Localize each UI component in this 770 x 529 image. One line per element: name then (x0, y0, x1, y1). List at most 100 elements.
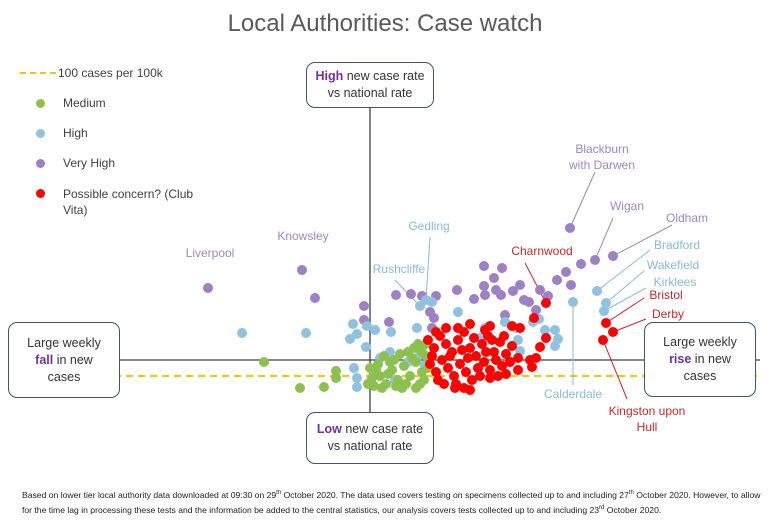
data-point-high (361, 342, 371, 352)
annotation-label: Oldham (666, 211, 708, 225)
legend-label: 100 cases per 100k (58, 66, 163, 80)
text: vs national rate (327, 439, 413, 453)
text: Large weekly (27, 335, 101, 350)
footnote-text: October 2020. However, to allow for the … (22, 489, 761, 515)
annotation-leader-line (594, 217, 614, 261)
data-point-concern (445, 351, 455, 361)
data-point-high (421, 295, 431, 305)
data-point-concern (429, 343, 439, 353)
annotation-leader-line (569, 171, 596, 229)
data-point-high (550, 325, 560, 335)
data-point-concern (475, 371, 485, 381)
chart-title: Local Authorities: Case watch (227, 10, 543, 37)
quadrant-label-left: Large weekly fall in new cases (8, 322, 120, 398)
data-point-high (370, 325, 380, 335)
data-point-concern (601, 318, 611, 328)
annotation-leader-line (612, 224, 673, 257)
data-point-concern (471, 351, 481, 361)
data-point-medium (377, 383, 387, 393)
legend-item-high: High (20, 118, 213, 148)
legend-label: Medium (63, 96, 106, 110)
data-point-concern (459, 383, 469, 393)
quadrant-label-top: High new case rate vs national rate (306, 62, 434, 108)
text: new case rate (343, 69, 425, 83)
purple-dot-icon (36, 158, 45, 168)
annotation-label: Charnwood (511, 244, 572, 258)
data-point-high (540, 325, 550, 335)
data-point-very-high (561, 267, 571, 277)
data-point-concern (477, 339, 487, 349)
footnote: Based on lower tier local authority data… (22, 487, 767, 517)
data-point-concern (501, 349, 511, 359)
data-point-concern (515, 323, 525, 333)
data-point-concern (513, 353, 523, 363)
emphasis: Low (316, 422, 342, 436)
annotation-leader-line (425, 236, 431, 301)
data-point-concern (427, 351, 437, 361)
data-point-concern (485, 365, 495, 375)
legend-label: Very High (63, 156, 116, 170)
footnote-sup: rd (599, 504, 605, 511)
annotation-label: Kirklees (654, 275, 697, 289)
data-point-medium (411, 383, 421, 393)
annotation-label: Knowsley (277, 229, 328, 243)
data-point-very-high (500, 310, 510, 320)
text: new case rate (341, 422, 424, 436)
data-point-concern (513, 365, 523, 375)
data-point-concern (598, 335, 608, 345)
data-point-medium (413, 339, 423, 349)
data-point-medium (389, 355, 399, 365)
annotation-leader-line (602, 339, 628, 400)
data-point-high (352, 373, 362, 383)
data-point-concern (439, 379, 449, 389)
text: Large weekly (663, 335, 737, 349)
annotation-label: Blackburn (575, 142, 628, 156)
data-point-very-high (531, 305, 541, 315)
annotation-label: Rushcliffe (373, 262, 426, 276)
emphasis: fall (35, 352, 54, 367)
emphasis: High (315, 69, 344, 83)
data-point-medium (419, 375, 429, 385)
data-point-concern (467, 375, 477, 385)
data-point-concern (423, 335, 433, 345)
data-point-high (568, 297, 578, 307)
data-point-medium (401, 379, 411, 389)
data-point-high (592, 286, 602, 296)
annotation-leader-line (596, 249, 651, 292)
annotation-label: Wigan (610, 199, 644, 213)
data-point-very-high (297, 265, 307, 275)
data-point-high (345, 334, 355, 344)
annotation-label: Bradford (654, 238, 700, 252)
data-point-high (352, 382, 362, 392)
quadrant-label-right: Large weekly rise in new cases (644, 322, 756, 397)
data-point-concern (465, 343, 475, 353)
legend-item-concern: Possible concern? (Club Vita) (20, 178, 213, 217)
data-point-concern (505, 357, 515, 367)
legend: 100 cases per 100k Medium High Very High… (20, 58, 213, 217)
data-point-concern (493, 371, 503, 381)
data-point-concern (489, 347, 499, 357)
footnote-sup: th (276, 490, 282, 496)
data-point-very-high (489, 273, 499, 283)
data-point-medium (331, 366, 341, 376)
data-point-concern (451, 379, 461, 389)
data-point-very-high (479, 281, 489, 291)
annotation-label: Kingston upon (609, 404, 686, 418)
data-point-concern (431, 367, 441, 377)
annotation-label: Derby (652, 307, 684, 321)
footnote-text: Based on lower tier local authority data… (22, 489, 277, 500)
annotation-leader-line (605, 270, 645, 304)
legend-item-medium: Medium (20, 88, 213, 118)
data-point-high (386, 327, 396, 337)
footnote-text: October 2020. (604, 504, 662, 515)
data-point-very-high (552, 275, 562, 285)
text: in new (691, 352, 731, 366)
data-point-high (550, 341, 560, 351)
data-point-high (412, 323, 422, 333)
annotation-label: Hull (637, 420, 658, 434)
data-point-high (362, 321, 372, 331)
data-point-very-high (565, 223, 575, 233)
data-point-high (352, 329, 362, 339)
footnote-text: October 2020. The data used covers testi… (281, 489, 629, 500)
legend-item-very-high: Very High (20, 148, 213, 178)
